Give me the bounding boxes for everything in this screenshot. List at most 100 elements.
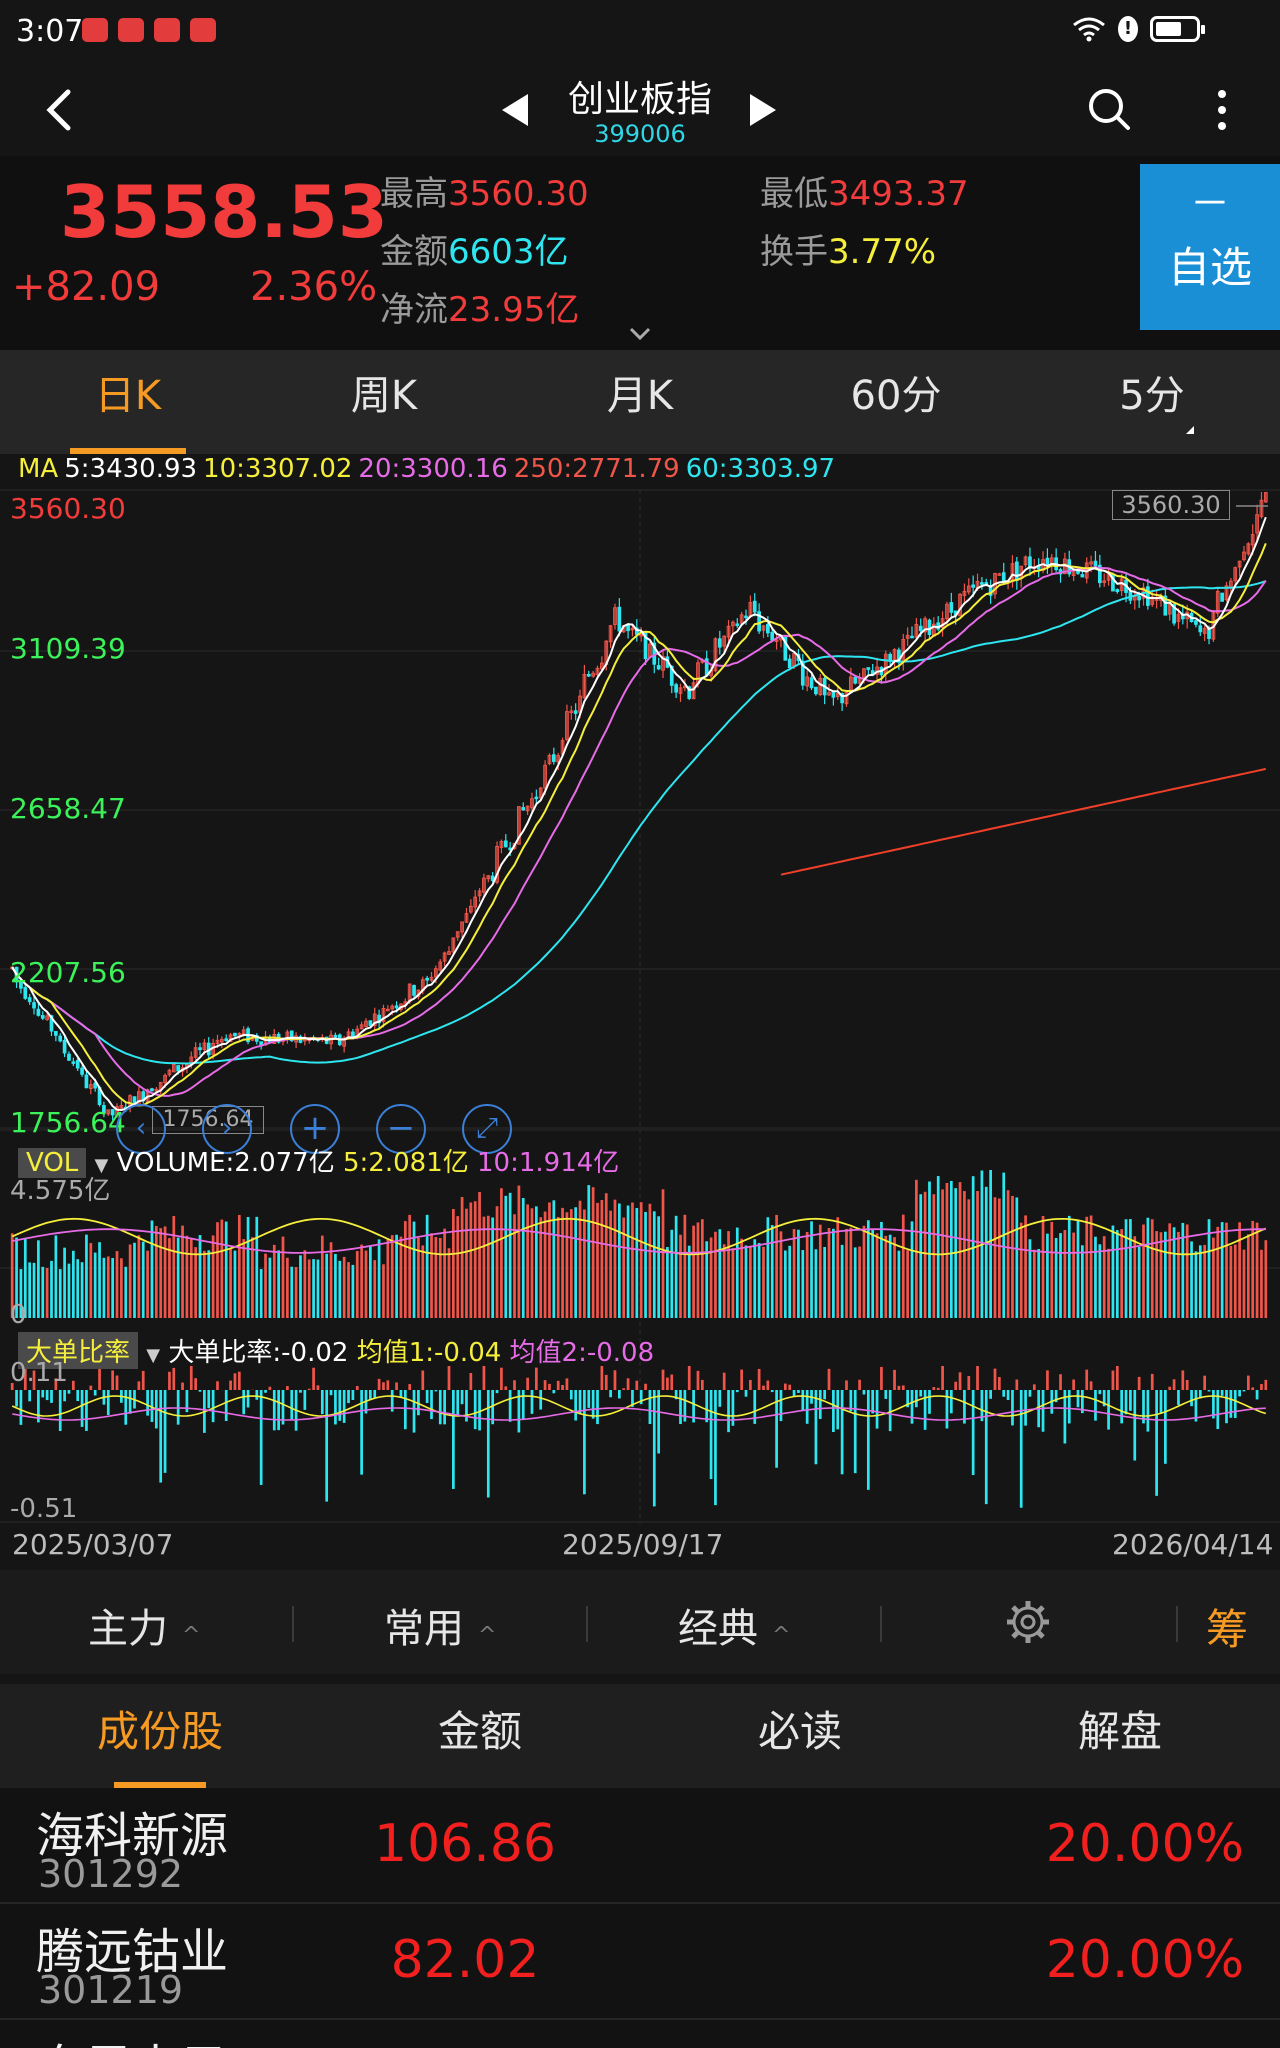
tab-daily-k[interactable]: 日K xyxy=(0,350,256,454)
chips-button[interactable]: 筹 xyxy=(1206,1605,1249,1654)
indicator-common[interactable]: 常用 ^ xyxy=(384,1596,496,1654)
alert-icon: ! xyxy=(1118,16,1138,42)
watchlist-button[interactable]: － 自选 xyxy=(1140,164,1280,330)
tab-amount[interactable]: 金额 xyxy=(437,1707,522,1756)
big-order-bar xyxy=(840,1390,844,1475)
volume-bar xyxy=(958,1182,962,1318)
indicator-classic[interactable]: 经典 ^ xyxy=(678,1596,790,1654)
zoom-out-button[interactable]: − xyxy=(376,1104,426,1154)
volume-bar xyxy=(587,1185,591,1318)
big-order-bar xyxy=(600,1366,604,1390)
volume-bar xyxy=(373,1260,377,1318)
prev-index-icon[interactable] xyxy=(502,94,528,126)
volume-bar xyxy=(1015,1197,1019,1318)
big-order-bar xyxy=(1146,1390,1150,1432)
big-order-bar xyxy=(705,1390,709,1423)
volume-bar xyxy=(1203,1244,1207,1318)
volume-bar xyxy=(683,1214,687,1318)
volume-bar xyxy=(976,1190,979,1318)
volume-bar xyxy=(1059,1233,1062,1318)
candle-up xyxy=(565,711,569,740)
candle-up xyxy=(726,625,731,638)
big-order-avg2: 均值2:-0.08 xyxy=(509,1338,655,1368)
big-order-bar xyxy=(880,1366,883,1390)
candle-up xyxy=(1259,499,1264,517)
chevron-down-icon[interactable]: ▼ xyxy=(146,1345,161,1366)
scroll-left-button[interactable]: ‹ xyxy=(116,1104,166,1154)
candle-up xyxy=(538,787,543,799)
tab-5min[interactable]: 5分 xyxy=(1024,350,1280,454)
big-order-bar xyxy=(845,1380,848,1390)
scroll-right-button[interactable]: › xyxy=(202,1104,252,1154)
chevron-down-icon[interactable] xyxy=(628,326,652,342)
big-order-bar xyxy=(613,1370,617,1390)
volume-bar xyxy=(967,1199,971,1318)
big-order-bar xyxy=(425,1390,429,1403)
big-order-bar xyxy=(141,1370,145,1390)
big-order-bar xyxy=(198,1390,202,1392)
stock-row[interactable]: 海科新源 301292 106.86 20.00% xyxy=(0,1788,1280,1904)
volume-bar xyxy=(679,1234,682,1318)
chevron-down-icon[interactable]: ▼ xyxy=(94,1155,109,1176)
tab-monthly-k[interactable]: 月K xyxy=(606,373,674,419)
volume-bar xyxy=(434,1237,438,1318)
volume-bar xyxy=(749,1245,752,1318)
candle-up xyxy=(945,603,949,620)
volume-bar xyxy=(264,1253,267,1318)
tab-must-read[interactable]: 必读 xyxy=(757,1707,842,1756)
candle-up xyxy=(739,614,744,624)
big-order-bar xyxy=(146,1390,149,1416)
kline-chart[interactable] xyxy=(0,454,1280,1570)
big-order-bar xyxy=(530,1390,534,1414)
big-order-bar xyxy=(268,1386,272,1390)
next-index-icon[interactable] xyxy=(750,94,776,126)
tab-constituents[interactable]: 成份股 xyxy=(0,1684,320,1788)
kline-chart-area[interactable]: MA 5:3430.93 10:3307.02 20:3300.16 250:2771.… xyxy=(0,454,1280,1570)
volume-bar xyxy=(1255,1222,1259,1318)
tab-weekly-k[interactable]: 周K xyxy=(350,373,418,419)
candle-up xyxy=(171,1064,176,1073)
zoom-in-button[interactable]: + xyxy=(290,1104,340,1154)
indicator-main[interactable]: 主力 ^ xyxy=(88,1596,200,1654)
big-order-bar xyxy=(447,1366,451,1390)
volume-bar xyxy=(880,1221,883,1318)
back-arrow-icon[interactable] xyxy=(40,86,80,134)
big-order-bar xyxy=(1032,1384,1036,1390)
stock-row[interactable]: 奥尼电子 xyxy=(0,2020,1280,2048)
big-order-bar xyxy=(631,1390,634,1407)
tab-analysis[interactable]: 解盘 xyxy=(1077,1707,1162,1756)
search-icon[interactable] xyxy=(1086,86,1132,132)
candle-down xyxy=(1137,596,1141,601)
candle-down xyxy=(617,606,622,632)
stock-row[interactable]: 腾远钴业 301219 82.02 20.00% xyxy=(0,1904,1280,2020)
big-order-bar xyxy=(1233,1390,1237,1419)
big-order-bar xyxy=(456,1390,460,1415)
volume-bar xyxy=(1002,1172,1006,1318)
volume-bar xyxy=(50,1260,53,1318)
tab-60min[interactable]: 60分 xyxy=(850,373,942,419)
big-order-bar xyxy=(635,1380,639,1390)
volume-bar xyxy=(666,1247,669,1318)
candle-up xyxy=(359,1024,364,1030)
candle-down xyxy=(927,619,932,635)
big-order-bar xyxy=(919,1390,923,1397)
big-order-bar xyxy=(993,1368,997,1390)
big-order-bar xyxy=(320,1390,324,1415)
big-order-bar xyxy=(814,1390,818,1465)
volume-bar xyxy=(198,1235,202,1318)
volume-bar xyxy=(268,1257,272,1318)
volume-tag[interactable]: VOL xyxy=(18,1148,87,1178)
volume-bar xyxy=(277,1250,280,1318)
stock-change-pct: 20.00% xyxy=(1045,1814,1244,1874)
settings-gear-icon[interactable] xyxy=(1004,1598,1052,1646)
big-order-bar xyxy=(687,1366,691,1390)
big-order-tag[interactable]: 大单比率 xyxy=(18,1332,139,1369)
candle-up xyxy=(591,672,595,677)
more-vert-icon[interactable] xyxy=(1214,88,1230,132)
big-order-bar xyxy=(945,1390,949,1429)
big-order-bar xyxy=(1015,1379,1019,1390)
big-order-bar xyxy=(290,1390,294,1420)
big-order-bar xyxy=(1220,1390,1224,1396)
fullscreen-button[interactable]: ⤢ xyxy=(462,1104,512,1154)
candle-up xyxy=(464,913,469,923)
